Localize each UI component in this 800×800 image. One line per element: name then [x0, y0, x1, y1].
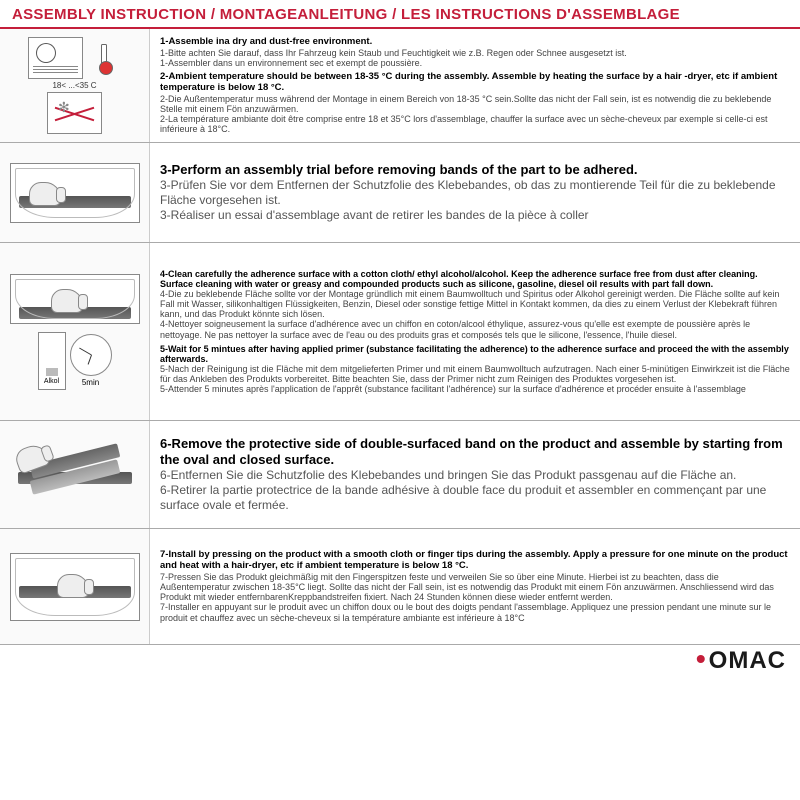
instruction-sheet: ASSEMBLY INSTRUCTION / MONTAGEANLEITUNG … [0, 0, 800, 800]
step1-en: 1-Assemble ina dry and dust-free environ… [160, 37, 790, 48]
brand-logo: • OMAC [696, 647, 786, 675]
illustration-remove-tape [0, 421, 150, 528]
step6-en: 6-Remove the protective side of double-s… [160, 436, 790, 469]
step5-en: 5-Wait for 5 mintues after having applie… [160, 344, 790, 364]
step5-fr: 5-Attender 5 minutes après l'application… [160, 384, 790, 394]
peel-tape-icon [10, 440, 140, 510]
step3-de: 3-Prüfen Sie vor dem Entfernen der Schut… [160, 178, 790, 208]
temperature-range-label: 18< ...<35 C [52, 81, 96, 90]
step7-en: 7-Install by pressing on the product wit… [160, 550, 790, 572]
no-dust-icon: ✻ [47, 92, 102, 134]
illustration-clean-primer: Alkol 5min [0, 243, 150, 420]
step3-fr: 3-Réaliser un essai d'assemblage avant d… [160, 208, 790, 223]
text-1-2: 1-Assemble ina dry and dust-free environ… [150, 29, 800, 142]
step2-en: 2-Ambient temperature should be between … [160, 72, 790, 94]
step1-fr: 1-Assembler dans un environnement sec et… [160, 58, 790, 68]
door-sill-clean-icon [10, 274, 140, 324]
step6-de: 6-Entfernen Sie die Schutzfolie des Kleb… [160, 468, 790, 483]
step4-fr: 4-Nettoyer soigneusement la surface d'ad… [160, 319, 790, 339]
step1-de: 1-Bitte achten Sie darauf, dass Ihr Fahr… [160, 48, 790, 58]
sun-icon [28, 37, 83, 79]
step6-fr: 6-Retirer la partie protectrice de la ba… [160, 483, 790, 513]
step2-fr: 2-La température ambiante doit être comp… [160, 114, 790, 134]
step7-de: 7-Pressen Sie das Produkt gleichmäßig mi… [160, 572, 790, 602]
section-6: 6-Remove the protective side of double-s… [0, 421, 800, 529]
door-sill-trial-icon [10, 163, 140, 223]
section-1-2: 18< ...<35 C ✻ 1-Assemble ina dry and du… [0, 29, 800, 143]
step4-de: 4-Die zu beklebende Fläche sollte vor de… [160, 289, 790, 319]
door-sill-press-icon [10, 553, 140, 621]
page-title: ASSEMBLY INSTRUCTION / MONTAGEANLEITUNG … [12, 6, 788, 23]
text-7: 7-Install by pressing on the product wit… [150, 529, 800, 644]
logo-text: OMAC [709, 647, 786, 675]
section-3: 3-Perform an assembly trial before remov… [0, 143, 800, 243]
clock-icon [70, 334, 112, 376]
illustration-press [0, 529, 150, 644]
footer: • OMAC [0, 645, 800, 679]
step7-fr: 7-Installer en appuyant sur le produit a… [160, 602, 790, 622]
text-6: 6-Remove the protective side of double-s… [150, 421, 800, 528]
wait-5min-label: 5min [82, 378, 99, 387]
primer-bottle-icon: Alkol [38, 332, 66, 390]
step5-de: 5-Nach der Reinigung ist die Fläche mit … [160, 364, 790, 384]
step3-en: 3-Perform an assembly trial before remov… [160, 162, 790, 178]
section-4-5: Alkol 5min 4-Clean carefully the adheren… [0, 243, 800, 421]
thermometer-icon [87, 37, 121, 79]
step4-en: 4-Clean carefully the adherence surface … [160, 269, 790, 289]
illustration-trial [0, 143, 150, 242]
section-7: 7-Install by pressing on the product wit… [0, 529, 800, 645]
text-3: 3-Perform an assembly trial before remov… [150, 143, 800, 242]
illustration-environment: 18< ...<35 C ✻ [0, 29, 150, 142]
step2-de: 2-Die Außentemperatur muss während der M… [160, 94, 790, 114]
bottle-label: Alkol [44, 378, 59, 385]
header: ASSEMBLY INSTRUCTION / MONTAGEANLEITUNG … [0, 0, 800, 29]
text-4-5: 4-Clean carefully the adherence surface … [150, 243, 800, 420]
